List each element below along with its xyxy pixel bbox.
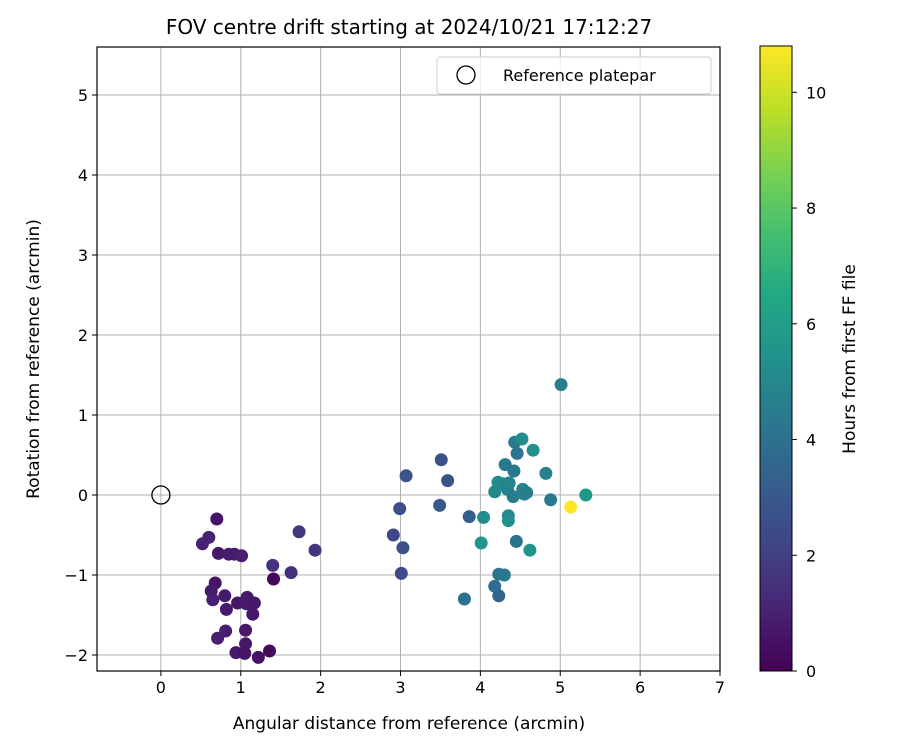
data-point: [434, 453, 448, 467]
data-point: [284, 566, 298, 580]
colorbar: [759, 45, 793, 672]
grid-lines: [97, 47, 721, 671]
y-tick-label: −1: [64, 566, 88, 585]
colorbar-label: Hours from first FF file: [840, 264, 860, 454]
data-point: [267, 572, 281, 586]
y-tick-label: 4: [78, 166, 88, 185]
data-point: [492, 589, 506, 603]
x-tick-label: 4: [475, 678, 485, 697]
data-point: [308, 543, 322, 557]
data-point: [457, 592, 471, 606]
data-point: [515, 432, 529, 446]
data-point: [539, 466, 553, 480]
data-point: [523, 543, 537, 557]
data-point: [211, 546, 225, 560]
data-point: [510, 446, 524, 460]
data-point: [263, 644, 277, 658]
data-point: [502, 476, 516, 490]
data-point: [219, 602, 233, 616]
plot-frame: [96, 46, 721, 672]
data-point: [206, 593, 220, 607]
y-axis-label: Rotation from reference (arcmin): [24, 219, 44, 499]
colorbar-tick-label: 4: [806, 431, 816, 450]
x-tick-label: 0: [156, 678, 166, 697]
data-point: [238, 646, 252, 660]
data-point: [579, 488, 593, 502]
legend-box: [436, 56, 712, 95]
data-point: [526, 443, 540, 457]
y-tick-label: 3: [78, 246, 88, 265]
data-point: [477, 510, 491, 524]
legend-marker: [456, 65, 476, 85]
data-point: [497, 568, 511, 582]
data-point: [393, 502, 407, 516]
y-tick-label: −2: [64, 646, 88, 665]
data-point: [507, 464, 521, 478]
data-point: [251, 650, 265, 664]
data-point: [554, 378, 568, 392]
data-point: [218, 589, 232, 603]
colorbar-tick-label: 2: [806, 546, 816, 565]
colorbar-ticks: 0 2 4 6 8 10: [792, 83, 826, 681]
y-tick-label: 1: [78, 406, 88, 425]
data-point: [520, 486, 534, 500]
data-point: [292, 525, 306, 539]
chart-title: FOV centre drift starting at 2024/10/21 …: [166, 15, 652, 39]
x-tick-label: 2: [316, 678, 326, 697]
data-point: [506, 490, 520, 504]
plot-area: [97, 47, 720, 671]
x-tick-label: 1: [236, 678, 246, 697]
colorbar-tick-label: 8: [806, 199, 816, 218]
legend: Reference platepar: [436, 56, 712, 95]
data-points: [195, 378, 593, 664]
colorbar-tick-label: 6: [806, 315, 816, 334]
x-tick-label: 3: [395, 678, 405, 697]
colorbar-tick-label: 0: [806, 662, 816, 681]
y-tick-label: 2: [78, 326, 88, 345]
data-point: [433, 498, 447, 512]
data-point: [239, 637, 253, 651]
data-point: [509, 534, 523, 548]
data-point: [246, 607, 260, 621]
data-point: [501, 514, 515, 528]
axis-ticks: 0 1 2 3 4 5 6 7 −2 −1 0 1 2 3 4 5: [64, 86, 725, 697]
y-tick-label: 0: [78, 486, 88, 505]
data-point: [247, 596, 261, 610]
x-tick-label: 7: [715, 678, 725, 697]
data-point: [266, 558, 280, 572]
x-tick-label: 5: [555, 678, 565, 697]
data-point: [235, 549, 249, 563]
x-axis-label: Angular distance from reference (arcmin): [233, 714, 585, 734]
data-point: [195, 537, 209, 551]
data-point: [399, 469, 413, 483]
data-point: [394, 566, 408, 580]
data-point: [239, 623, 253, 637]
data-point: [219, 624, 233, 638]
data-point: [386, 528, 400, 542]
data-point: [441, 474, 455, 488]
data-point: [544, 493, 558, 507]
x-tick-label: 6: [635, 678, 645, 697]
y-tick-label: 5: [78, 86, 88, 105]
data-point: [396, 541, 410, 555]
reference-marker: [151, 485, 171, 505]
colorbar-tick-label: 10: [806, 83, 826, 102]
data-point: [474, 536, 488, 550]
data-point: [210, 512, 224, 526]
legend-label: Reference platepar: [503, 66, 656, 85]
reference-platepar-point: [151, 485, 171, 505]
data-point: [564, 500, 578, 514]
data-point: [462, 510, 476, 524]
